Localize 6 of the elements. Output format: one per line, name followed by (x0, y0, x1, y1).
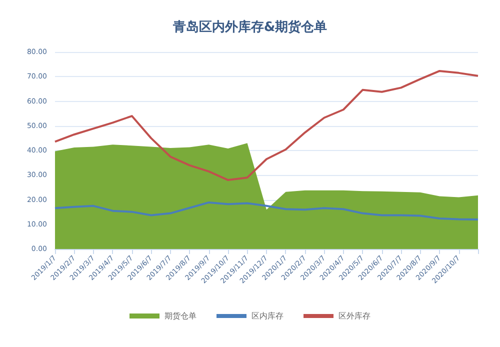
legend-label: 区外库存 (338, 312, 370, 320)
line-series (54, 70, 479, 182)
chart-title: 青岛区内外库存&期货仓单 (172, 19, 328, 35)
line-series (54, 201, 479, 220)
legend-label: 区内库存 (252, 312, 284, 320)
legend-label: 期货仓单 (164, 312, 196, 320)
